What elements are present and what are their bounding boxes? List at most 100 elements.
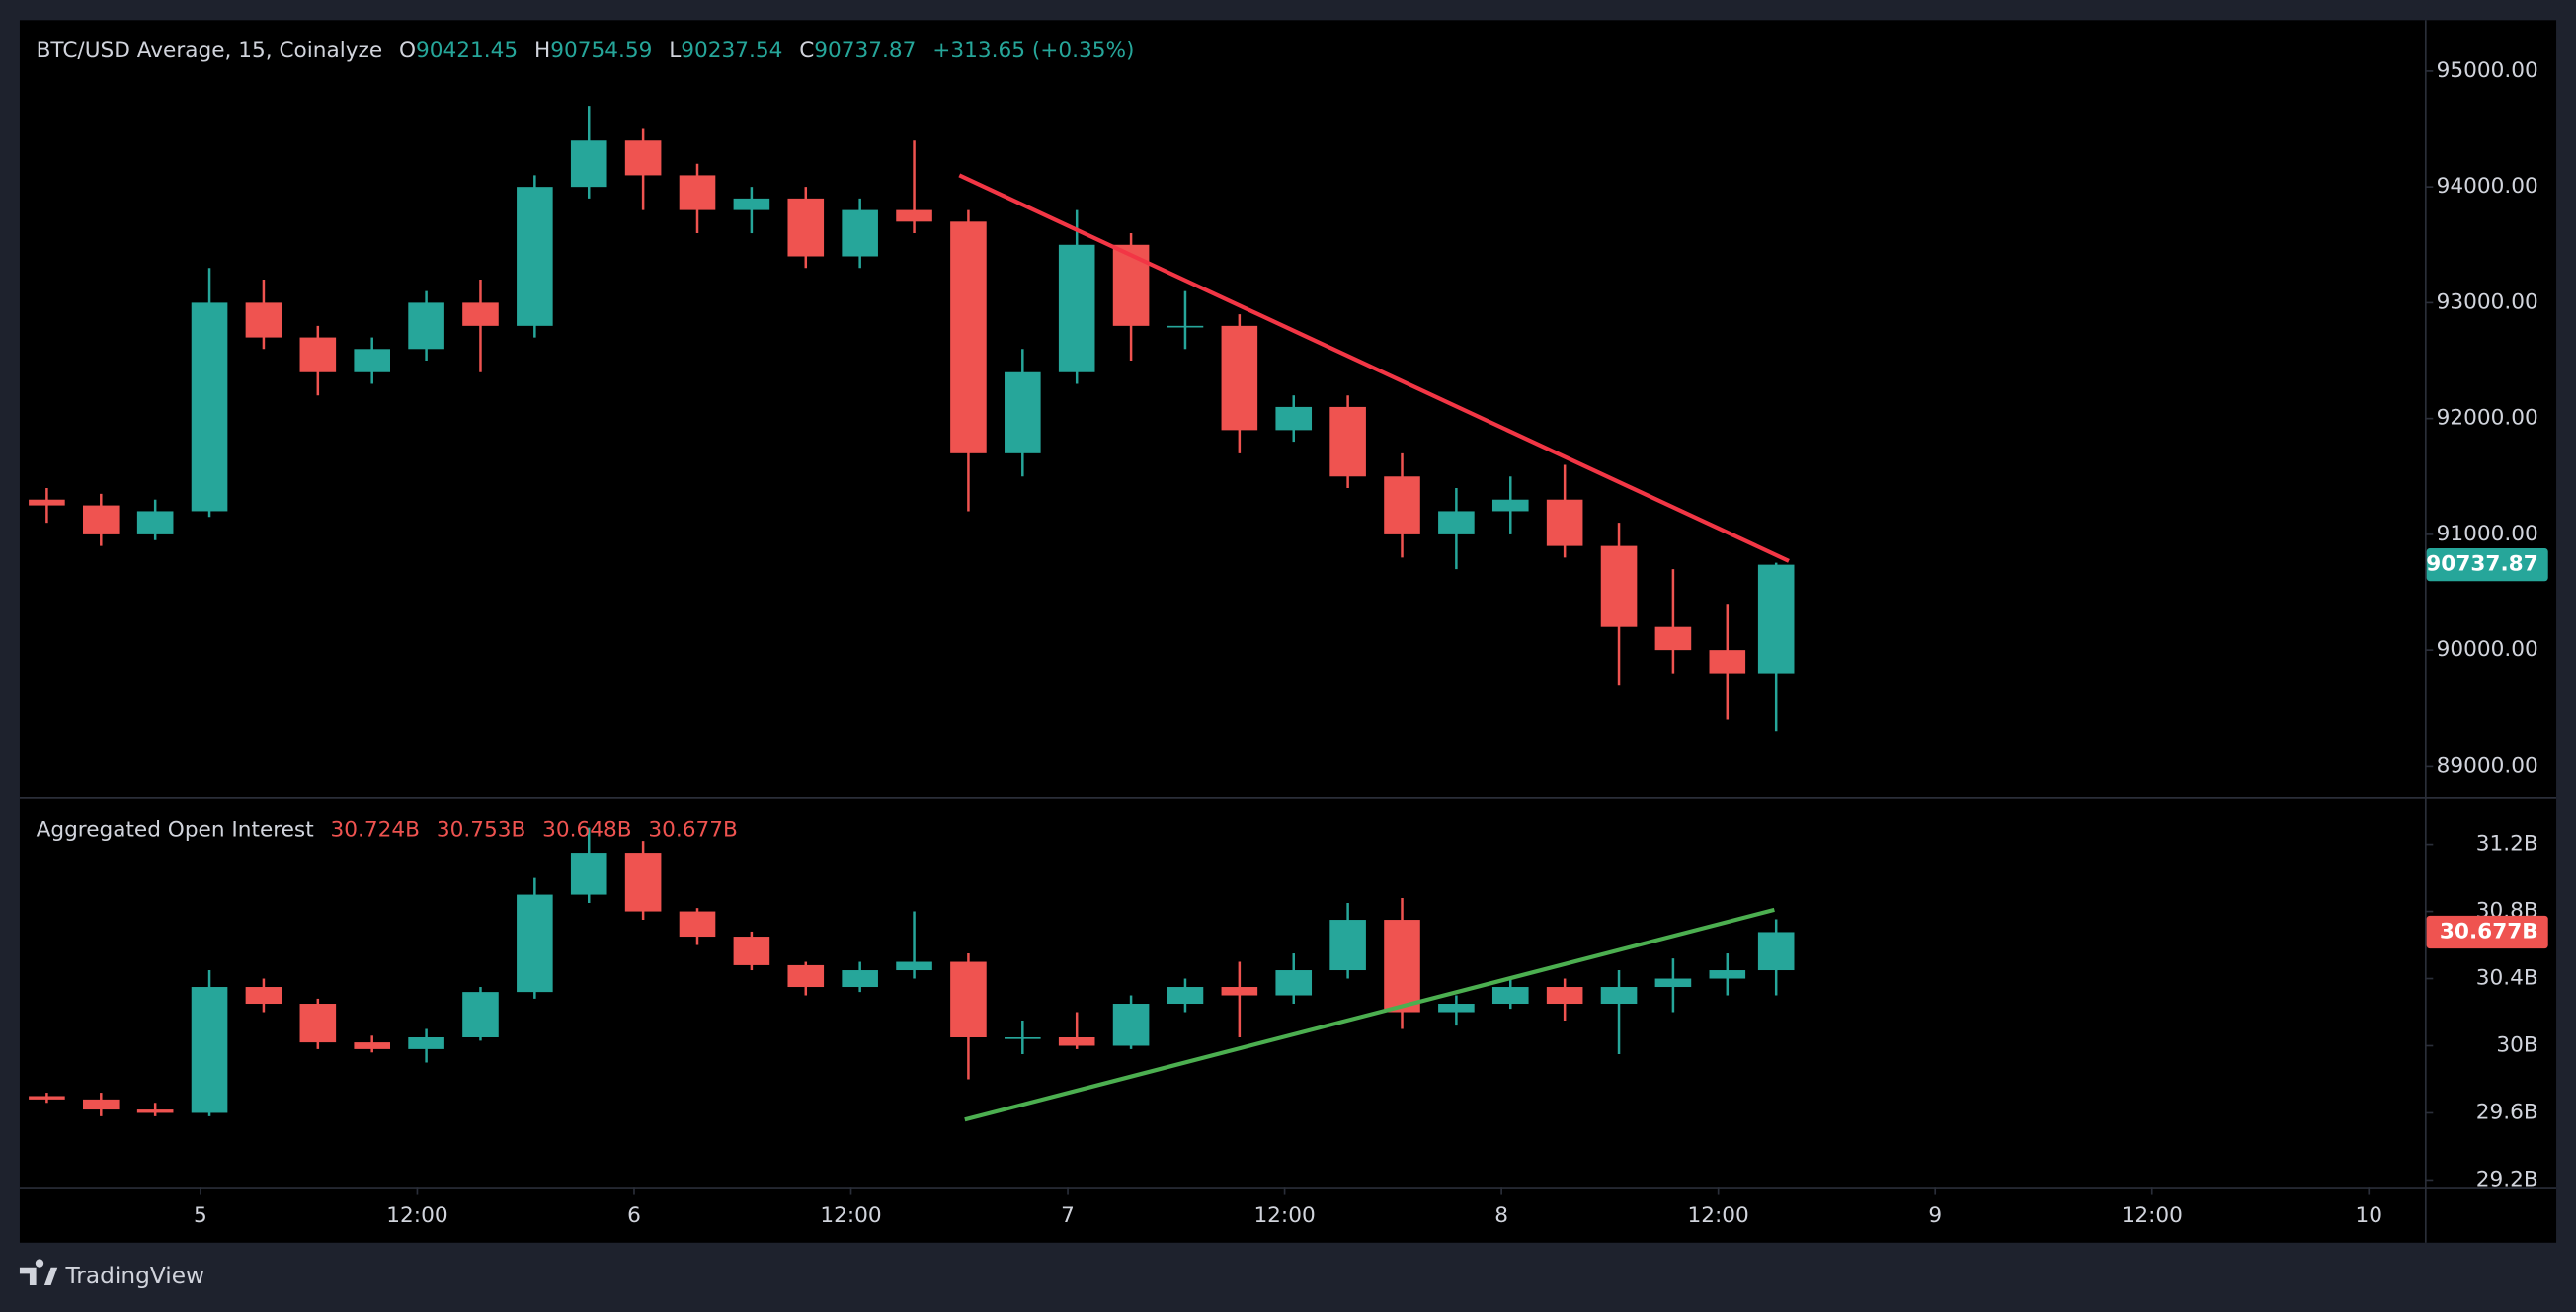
ohlc-value: 90237.54 — [681, 39, 782, 63]
candle-body — [1600, 987, 1638, 1005]
candle-body — [842, 970, 878, 988]
candle-body — [245, 302, 282, 338]
x-tick-label: 12:00 — [1253, 1203, 1315, 1228]
candle-body — [1384, 920, 1420, 1013]
ohlc-key: H — [534, 39, 550, 63]
candle-body — [1329, 406, 1366, 477]
candle-body — [1384, 476, 1420, 534]
x-tick-label: 5 — [194, 1203, 207, 1228]
candle-body — [842, 209, 878, 257]
candle-body — [29, 1096, 65, 1100]
candle-body — [950, 961, 987, 1037]
brand: TradingView — [65, 1263, 205, 1289]
candle-body — [82, 1099, 120, 1110]
y-tick-label: 92000.00 — [2437, 406, 2538, 431]
brand-logo[interactable]: TradingView — [19, 1259, 205, 1289]
y-tick-label: 89000.00 — [2437, 753, 2538, 778]
candle-body — [245, 987, 282, 1005]
trend-line — [958, 173, 1790, 563]
candle-body — [1600, 545, 1638, 627]
plot-layer: 89000.00 90000.00 91000.00 92000.00 93000.00… — [29, 58, 2548, 1228]
x-tick-label: 12:00 — [386, 1203, 447, 1228]
ohlc-key: L — [669, 39, 681, 63]
candle-body — [1005, 1037, 1041, 1039]
x-tick-label: 7 — [1061, 1203, 1075, 1228]
candle-body — [1329, 920, 1366, 971]
candle-body — [408, 1037, 444, 1049]
candle-body — [1005, 371, 1041, 453]
x-tick-label: 12:00 — [1688, 1203, 1749, 1228]
last-price-label: 30.677B — [2440, 919, 2538, 943]
y-tick-label: 94000.00 — [2437, 174, 2538, 199]
candle-body — [1167, 325, 1204, 328]
change: +313.65 (+0.35%) — [932, 39, 1134, 63]
candle-body — [1221, 987, 1258, 996]
candle-body — [191, 987, 228, 1113]
candle-body — [1112, 244, 1150, 326]
last-price-label: 90737.87 — [2426, 552, 2537, 577]
candle-body — [1709, 650, 1746, 674]
candle-body — [624, 140, 662, 176]
candle-body — [136, 1109, 174, 1113]
y-tick-label: 90000.00 — [2437, 637, 2538, 662]
candle-body — [733, 198, 770, 210]
candle-body — [1438, 511, 1475, 534]
candle-body — [462, 992, 499, 1037]
ohlc-value: 90421.45 — [416, 39, 518, 63]
candle-body — [408, 302, 444, 350]
candle-body — [733, 937, 770, 965]
y-tick-label: 29.2B — [2476, 1167, 2538, 1191]
y-tick-label: 31.2B — [2476, 832, 2538, 857]
candle-body — [354, 1042, 390, 1049]
candle-body — [299, 337, 337, 372]
candle-body — [1546, 987, 1583, 1005]
oi-legend: Aggregated Open Interest 30.724B 30.753B… — [37, 817, 738, 842]
y-tick-label: 30B — [2496, 1032, 2537, 1057]
candle-body — [136, 511, 174, 534]
x-tick-label: 12:00 — [820, 1203, 881, 1228]
candle-body — [679, 175, 716, 210]
candle-body — [896, 961, 932, 971]
logo-icon — [19, 1259, 58, 1286]
candle-body — [1058, 1037, 1095, 1046]
oi-value: 30.648B — [542, 817, 631, 842]
candle-body — [787, 198, 825, 257]
oi-value: 30.753B — [437, 817, 525, 842]
y-tick-label: 93000.00 — [2437, 289, 2538, 314]
x-tick-label: 8 — [1494, 1203, 1508, 1228]
candle-body — [570, 140, 607, 188]
candle-body — [1491, 499, 1529, 512]
price-legend: BTC/USD Average, 15, Coinalyze O90421.45… — [37, 39, 1135, 63]
x-tick-label: 6 — [627, 1203, 641, 1228]
candle-body — [517, 894, 553, 993]
candle-body — [1654, 626, 1692, 651]
indicator-title: Aggregated Open Interest — [37, 817, 314, 842]
candle-body — [1112, 1004, 1150, 1046]
y-tick-label: 91000.00 — [2437, 522, 2538, 546]
symbol-title: BTC/USD Average, 15, Coinalyze — [37, 39, 383, 63]
candle-body — [191, 302, 228, 512]
candle-body — [1757, 932, 1795, 971]
oi-value: 30.724B — [331, 817, 420, 842]
candle-body — [354, 349, 390, 372]
oi-value: 30.677B — [648, 817, 737, 842]
candle-body — [1275, 970, 1313, 996]
ohlc-key: O — [399, 39, 416, 63]
trend-line — [964, 907, 1775, 1122]
candle-body — [1491, 987, 1529, 1005]
y-tick-label: 95000.00 — [2437, 58, 2538, 83]
candle-body — [570, 853, 607, 895]
candle-body — [1438, 1004, 1475, 1013]
chart-area — [19, 20, 2557, 1243]
ohlc-value: 90754.59 — [550, 39, 652, 63]
candle-body — [624, 853, 662, 912]
candle-body — [950, 221, 987, 453]
y-tick-label: 30.4B — [2476, 966, 2538, 991]
candle-body — [1546, 499, 1583, 546]
candle-body — [299, 1004, 337, 1043]
candle-body — [1275, 406, 1313, 431]
candle-body — [1757, 564, 1795, 674]
candle-body — [29, 499, 65, 506]
candle-body — [679, 911, 716, 938]
